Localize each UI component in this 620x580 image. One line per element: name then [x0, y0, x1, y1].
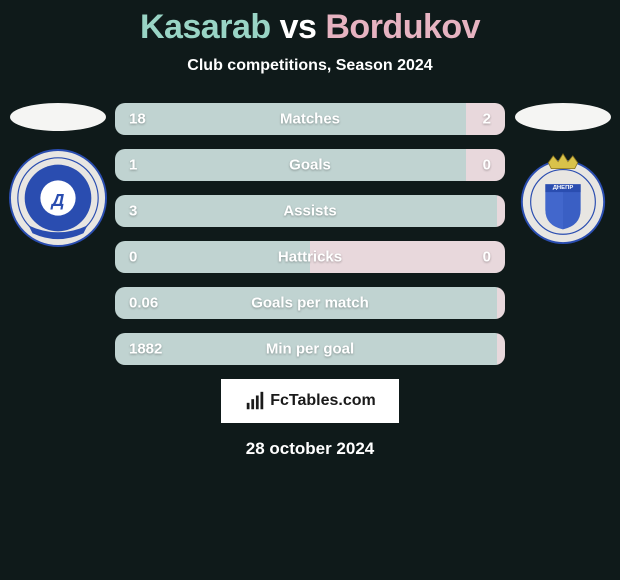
bar-right [497, 287, 505, 319]
attribution-box[interactable]: FcTables.com [221, 379, 399, 423]
stat-value-left: 0.06 [129, 295, 158, 312]
bar-right [497, 195, 505, 227]
svg-text:ДНЕПР: ДНЕПР [552, 185, 573, 191]
stat-value-right: 0 [483, 249, 491, 266]
stat-row-hattricks: 0 Hattricks 0 [115, 241, 505, 273]
stat-row-assists: 3 Assists [115, 195, 505, 227]
stat-label: Assists [283, 203, 336, 220]
svg-text:Д: Д [49, 190, 64, 210]
main-content: Д 18 Matches 2 1 Goals 0 [0, 103, 620, 365]
stat-value-right: 2 [483, 111, 491, 128]
title-vs: vs [280, 8, 317, 46]
stat-label: Min per goal [266, 341, 354, 358]
bar-right [497, 333, 505, 365]
stat-row-min-per-goal: 1882 Min per goal [115, 333, 505, 365]
date-text: 28 october 2024 [0, 439, 620, 459]
stat-value-right: 0 [483, 157, 491, 174]
stat-value-left: 0 [129, 249, 137, 266]
stat-label: Goals [289, 157, 331, 174]
stat-row-goals-per-match: 0.06 Goals per match [115, 287, 505, 319]
stat-row-goals: 1 Goals 0 [115, 149, 505, 181]
subtitle: Club competitions, Season 2024 [0, 57, 620, 75]
right-player-silhouette [515, 103, 611, 131]
left-team-badge: Д [9, 149, 107, 247]
title-player-left: Kasarab [140, 8, 271, 46]
stat-value-left: 1882 [129, 341, 162, 358]
chart-icon [244, 390, 266, 412]
stat-label: Matches [280, 111, 340, 128]
stat-label: Goals per match [251, 295, 369, 312]
left-player-silhouette [10, 103, 106, 131]
stat-row-matches: 18 Matches 2 [115, 103, 505, 135]
stats-panel: 18 Matches 2 1 Goals 0 3 Assists [115, 103, 505, 365]
stat-value-left: 1 [129, 157, 137, 174]
right-side: ДНЕПР [510, 103, 615, 247]
left-side: Д [5, 103, 110, 247]
stat-value-left: 3 [129, 203, 137, 220]
stat-label: Hattricks [278, 249, 342, 266]
right-team-badge: ДНЕПР [514, 149, 612, 247]
page-container: Kasarab vs Bordukov Club competitions, S… [0, 0, 620, 580]
title-player-right: Bordukov [325, 8, 480, 46]
page-title: Kasarab vs Bordukov [0, 8, 620, 47]
attribution-text: FcTables.com [270, 392, 376, 410]
stat-value-left: 18 [129, 111, 146, 128]
